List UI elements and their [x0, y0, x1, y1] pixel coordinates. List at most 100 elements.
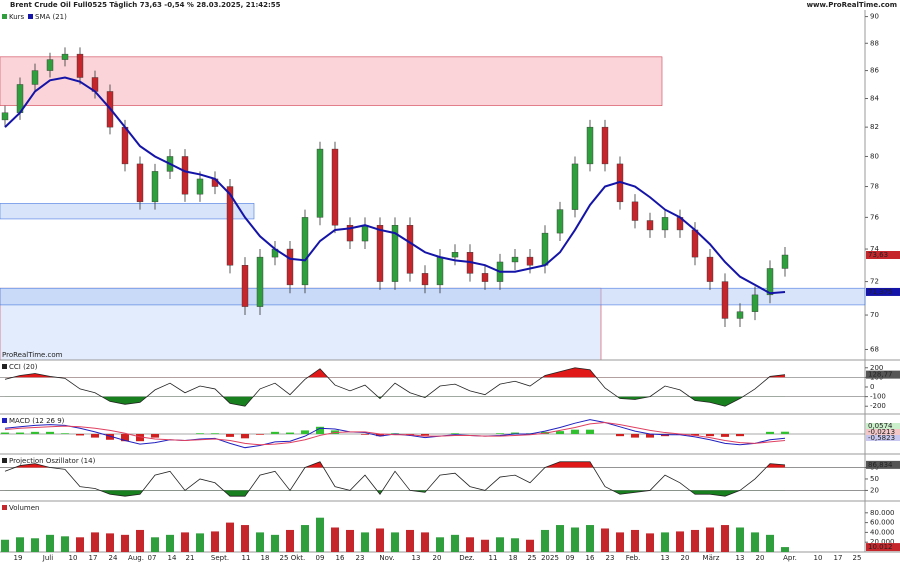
- volume-bar: [1, 539, 9, 552]
- date-label: 23: [356, 554, 365, 562]
- date-label: 18: [509, 554, 518, 562]
- volume-bar: [481, 539, 489, 552]
- candle-body: [361, 225, 369, 242]
- date-label: 13: [736, 554, 745, 562]
- legend-entry: SMA (21): [35, 13, 67, 21]
- histogram-bar: [781, 431, 789, 434]
- date-label: Okt.: [291, 554, 306, 562]
- volume-bar: [631, 529, 639, 552]
- volume-bar: [541, 529, 549, 552]
- histogram-bar: [706, 434, 714, 437]
- value-label: -0,0213: [868, 428, 895, 436]
- value-box: [866, 423, 900, 429]
- histogram-bar: [46, 431, 54, 434]
- y-tick-label: 72: [870, 278, 879, 286]
- volume-bar: [571, 527, 579, 552]
- candle-body: [571, 163, 579, 210]
- candle-body: [511, 256, 519, 263]
- histogram-bar: [136, 434, 144, 442]
- histogram-bar: [721, 434, 729, 437]
- volume-bar: [91, 532, 99, 552]
- volume-bar: [661, 532, 669, 552]
- volume-bar: [451, 534, 459, 552]
- date-label: 20: [756, 554, 765, 562]
- date-label: 20: [433, 554, 442, 562]
- date-label: Aug.: [128, 554, 144, 562]
- histogram-bar: [451, 433, 459, 434]
- candle-body: [346, 225, 354, 242]
- histogram-bar: [196, 433, 204, 434]
- date-label: 07: [148, 554, 157, 562]
- candle-body: [151, 171, 159, 203]
- date-label: Dez.: [459, 554, 475, 562]
- histogram-bar: [151, 434, 159, 438]
- date-label: Juli: [42, 554, 53, 562]
- volume-bar: [421, 532, 429, 552]
- last-value-label: 86,834: [868, 461, 893, 469]
- candle-body: [646, 220, 654, 231]
- date-label: 2025: [541, 554, 559, 562]
- volume-bar: [31, 538, 39, 552]
- volume-bar: [766, 534, 774, 552]
- candle-body: [691, 229, 699, 258]
- volume-bar: [226, 522, 234, 552]
- candle-body: [661, 217, 669, 231]
- y-tick-label: -200: [870, 402, 886, 410]
- volume-bar: [391, 532, 399, 552]
- zone: [0, 287, 866, 306]
- legend-swatch: [2, 364, 7, 369]
- last-value-label: 71,375: [868, 288, 893, 296]
- date-label: Nov.: [379, 554, 394, 562]
- histogram-bar: [691, 434, 699, 436]
- histogram-bar: [556, 431, 564, 434]
- sma-line: [4, 76, 786, 295]
- y-tick-label: 60.000: [870, 519, 895, 527]
- header-site: www.ProRealTime.com: [807, 1, 897, 9]
- histogram-bar: [286, 432, 294, 434]
- y-tick-label: 78: [870, 183, 879, 191]
- volume-bar: [586, 525, 594, 552]
- volume-bar: [211, 531, 219, 552]
- histogram-bar: [121, 434, 129, 442]
- volume-bar: [601, 528, 609, 552]
- value-box: [866, 435, 900, 441]
- volume-bar: [646, 533, 654, 552]
- volume-bar: [241, 525, 249, 552]
- y-tick-label: 76: [870, 213, 879, 221]
- volume-bar: [511, 538, 519, 552]
- volume-bar: [406, 529, 414, 552]
- zone: [0, 56, 663, 106]
- y-tick-label: 20: [870, 486, 879, 494]
- volume-bar: [376, 528, 384, 552]
- volume-bar: [706, 527, 714, 552]
- volume-bar: [781, 547, 789, 552]
- y-tick-label: 80.000: [870, 509, 895, 517]
- y-tick-label: 70: [870, 311, 879, 319]
- date-label: 23: [606, 554, 615, 562]
- date-label: Sept.: [211, 554, 229, 562]
- histogram-bar: [496, 433, 504, 434]
- candle-body: [736, 311, 744, 319]
- date-label: 19: [14, 554, 23, 562]
- histogram-bar: [31, 431, 39, 434]
- volume-bar: [496, 537, 504, 552]
- histogram-bar: [316, 426, 324, 434]
- candle-body: [556, 209, 564, 234]
- candle-body: [721, 281, 729, 319]
- oscillator-line: [4, 461, 786, 497]
- histogram-bar: [421, 434, 429, 436]
- candle-body: [481, 273, 489, 282]
- y-tick-label: 200: [870, 364, 883, 372]
- candle-body: [61, 53, 69, 60]
- legend-swatch: [2, 418, 7, 423]
- histogram-bar: [271, 431, 279, 434]
- histogram-bar: [61, 433, 69, 434]
- candle-body: [121, 126, 129, 165]
- volume-bar: [346, 529, 354, 552]
- watermark: ProRealTime.com: [2, 351, 63, 359]
- date-label: 17: [834, 554, 843, 562]
- value-box: [866, 429, 900, 435]
- volume-bar: [691, 529, 699, 552]
- date-label: 25: [280, 554, 289, 562]
